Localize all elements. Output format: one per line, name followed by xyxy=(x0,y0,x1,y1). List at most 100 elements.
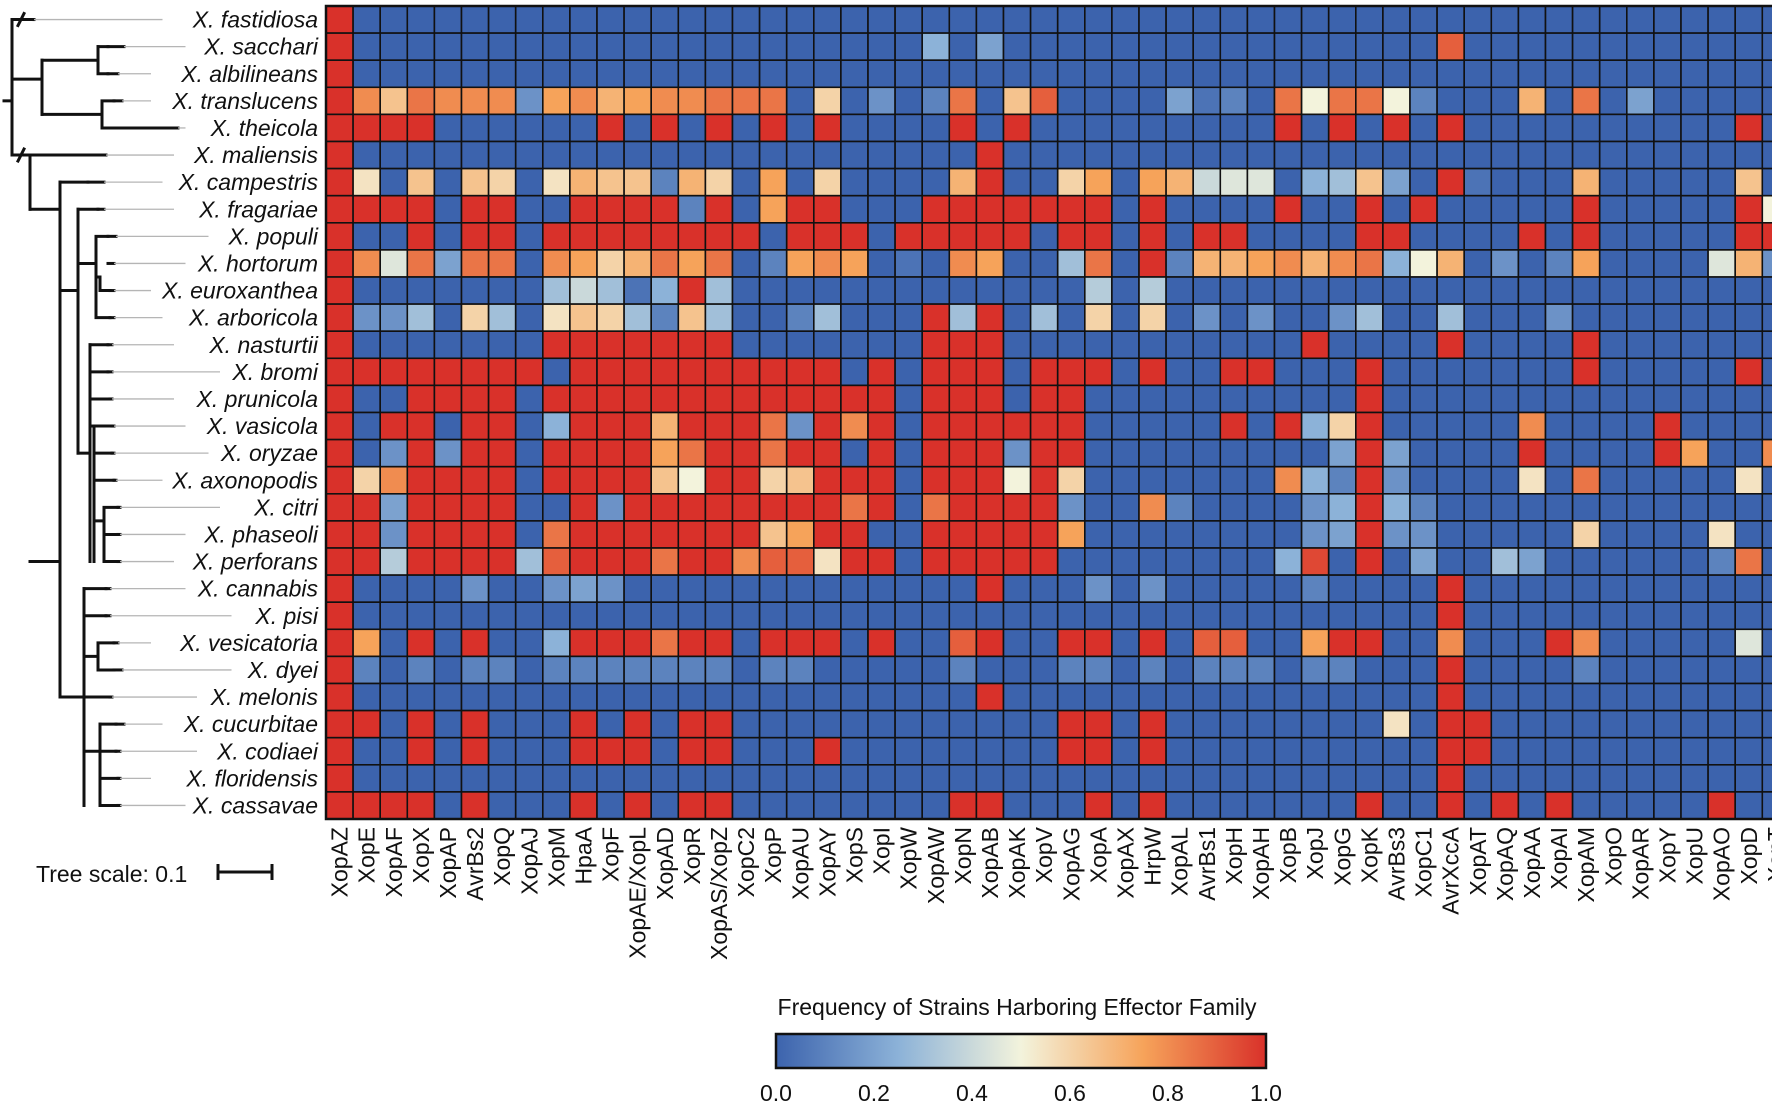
heatmap-cell xyxy=(1653,384,1682,414)
heatmap-cell xyxy=(1436,628,1465,658)
heatmap-cell xyxy=(1002,140,1032,170)
heatmap-cell xyxy=(1273,492,1303,522)
heatmap-cell xyxy=(758,628,788,658)
heatmap-cell xyxy=(1626,222,1655,251)
heatmap-cell xyxy=(867,655,896,685)
heatmap-cell xyxy=(1490,574,1520,603)
heatmap-cell xyxy=(1761,492,1772,522)
heatmap-cell xyxy=(1626,465,1655,495)
heatmap-cell xyxy=(1056,330,1086,360)
heatmap-cell xyxy=(623,32,652,61)
effector-labels: XopAZ XopE XopAF XopX XopAP AvrBs2 XopQ XopAJ Xo… xyxy=(327,826,1772,960)
heatmap-cell xyxy=(1626,547,1655,576)
heatmap-cell xyxy=(1029,601,1059,631)
heatmap-cell xyxy=(1084,736,1113,766)
heatmap-cell xyxy=(1246,682,1276,712)
heatmap-cell xyxy=(1544,276,1574,305)
heatmap-cell xyxy=(623,465,652,495)
heatmap-cell xyxy=(1246,303,1276,333)
heatmap-cell xyxy=(1355,438,1384,468)
heatmap-cell xyxy=(1029,628,1059,658)
heatmap-cell xyxy=(1544,86,1574,116)
heatmap-cell xyxy=(1517,113,1547,143)
heatmap-cell xyxy=(1761,655,1772,685)
heatmap-cell xyxy=(325,384,354,414)
heatmap-cell xyxy=(840,547,869,576)
heatmap-cell xyxy=(514,140,544,170)
heatmap-cell xyxy=(596,547,625,576)
heatmap-cell xyxy=(1490,520,1520,549)
heatmap-cell xyxy=(1056,791,1086,820)
heatmap-cell xyxy=(487,438,517,468)
heatmap-cell xyxy=(1680,194,1709,224)
heatmap-cell xyxy=(1327,59,1357,89)
heatmap-cell xyxy=(1056,520,1086,549)
heatmap-cell xyxy=(1490,655,1520,685)
heatmap-cell xyxy=(1192,113,1222,143)
heatmap-cell xyxy=(379,601,409,631)
heatmap-cell xyxy=(1517,628,1547,658)
heatmap-cell xyxy=(325,520,354,549)
heatmap-cell xyxy=(1653,276,1682,305)
heatmap-cell xyxy=(1734,59,1764,89)
heatmap-cell xyxy=(514,601,544,631)
heatmap-cell xyxy=(1327,357,1357,387)
heatmap-cell xyxy=(1138,628,1167,658)
heatmap-cell xyxy=(785,59,815,89)
heatmap-cell xyxy=(867,303,896,333)
heatmap-cell xyxy=(758,601,788,631)
heatmap-cell xyxy=(569,113,598,143)
heatmap-cell xyxy=(487,86,517,116)
heatmap-cell xyxy=(1626,86,1655,116)
heatmap-cell xyxy=(785,655,815,685)
heatmap-cell xyxy=(1544,249,1574,278)
heatmap-cell xyxy=(623,140,652,170)
heatmap-cell xyxy=(1571,601,1601,631)
heatmap-cell xyxy=(1517,384,1547,414)
heatmap-cell xyxy=(921,574,951,603)
effector-label: XopG xyxy=(1329,827,1355,886)
heatmap-cell xyxy=(623,86,652,116)
heatmap-cell xyxy=(352,249,382,278)
heatmap-cell xyxy=(487,303,517,333)
heatmap-cell xyxy=(1219,167,1249,197)
heatmap-cell xyxy=(677,140,707,170)
heatmap-cell xyxy=(894,682,923,712)
heatmap-cell xyxy=(1571,5,1601,34)
heatmap-cell xyxy=(1192,709,1222,739)
heatmap-cell xyxy=(406,194,436,224)
heatmap-cell xyxy=(596,791,625,820)
heatmap-cell xyxy=(1355,330,1384,360)
heatmap-cell xyxy=(1571,222,1601,251)
heatmap-cell xyxy=(352,303,382,333)
heatmap-cell xyxy=(1056,222,1086,251)
heatmap-cell xyxy=(514,411,544,441)
heatmap-cell xyxy=(731,791,761,820)
heatmap-cell xyxy=(1002,791,1032,820)
heatmap-cell xyxy=(1246,249,1276,278)
heatmap-cell xyxy=(1680,601,1709,631)
heatmap-cell xyxy=(1409,384,1438,414)
heatmap-cell xyxy=(433,709,463,739)
heatmap-cell xyxy=(1626,763,1655,793)
heatmap-cell xyxy=(487,655,517,685)
heatmap-cell xyxy=(1382,357,1411,387)
heatmap-cell xyxy=(1029,167,1059,197)
heatmap-cell xyxy=(1029,736,1059,766)
heatmap-cell xyxy=(758,465,788,495)
heatmap-cell xyxy=(975,5,1005,34)
heatmap-cell xyxy=(1111,492,1140,522)
heatmap-cell xyxy=(379,249,409,278)
heatmap-cell xyxy=(1571,574,1601,603)
heatmap-cell xyxy=(704,574,734,603)
heatmap-cell xyxy=(1490,59,1520,89)
heatmap-cell xyxy=(1327,709,1357,739)
heatmap-cell xyxy=(406,140,436,170)
effector-label: XopA xyxy=(1085,826,1111,883)
heatmap-cell xyxy=(352,384,382,414)
heatmap-cell xyxy=(514,222,544,251)
heatmap-cell xyxy=(1571,249,1601,278)
heatmap-cell xyxy=(1111,32,1140,61)
heatmap-cell xyxy=(1517,194,1547,224)
heatmap-cell xyxy=(352,330,382,360)
